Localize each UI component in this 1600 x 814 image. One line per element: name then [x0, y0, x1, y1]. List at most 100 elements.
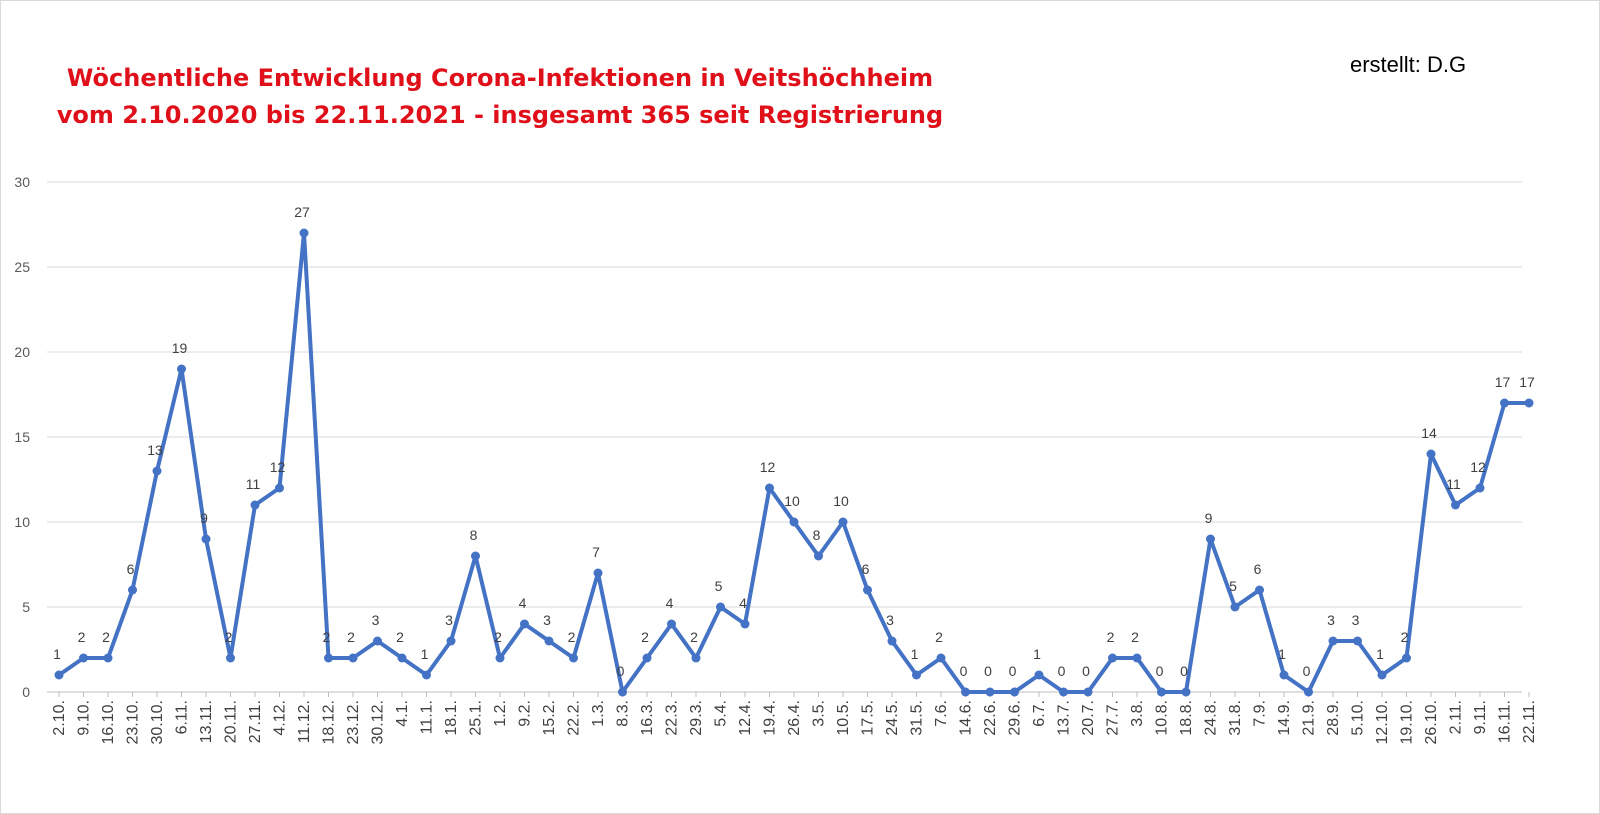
x-tick-label: 19.4. — [762, 700, 779, 736]
data-label: 2 — [1401, 629, 1409, 645]
x-tick-label: 29.6. — [1007, 700, 1024, 736]
data-label: 10 — [784, 493, 800, 509]
data-point — [471, 551, 480, 561]
data-label: 2 — [641, 629, 649, 645]
x-tick-label: 31.8. — [1227, 700, 1244, 736]
y-tick-label: 20 — [14, 344, 30, 360]
data-label: 1 — [53, 646, 61, 662]
x-tick-label: 15.2. — [541, 700, 558, 736]
x-tick-label: 9.2. — [517, 700, 534, 727]
data-label: 2 — [568, 629, 576, 645]
data-point — [1426, 449, 1436, 459]
data-point — [1083, 687, 1093, 697]
x-tick-label: 30.10. — [149, 700, 166, 744]
data-point — [152, 466, 162, 476]
x-tick-label: 30.12. — [370, 700, 387, 744]
data-label: 12 — [1470, 459, 1486, 475]
x-tick-label: 27.11. — [247, 700, 264, 743]
x-tick-label: 13.7. — [1056, 700, 1073, 736]
x-tick-label: 12.10. — [1374, 700, 1391, 744]
x-tick-label: 21.9. — [1301, 700, 1318, 736]
data-label: 13 — [147, 442, 163, 458]
data-point — [1034, 670, 1044, 680]
x-tick-label: 19.10. — [1399, 700, 1416, 744]
x-tick-label: 23.12. — [345, 700, 362, 744]
data-point — [740, 619, 750, 629]
data-label: 1 — [1376, 646, 1384, 662]
data-point — [446, 636, 456, 646]
data-label: 0 — [1009, 663, 1017, 679]
data-point — [618, 687, 627, 697]
x-tick-label: 22.11. — [1521, 700, 1538, 743]
data-label: 4 — [519, 595, 527, 611]
data-label: 0 — [1082, 663, 1090, 679]
chart-credit: erstellt: D.G — [1350, 52, 1467, 77]
data-label: 0 — [984, 663, 992, 679]
data-label: 6 — [862, 561, 870, 577]
data-point — [1108, 653, 1117, 663]
data-label: 5 — [715, 578, 723, 594]
data-label: 3 — [543, 612, 551, 628]
data-point — [250, 500, 260, 510]
x-tick-label: 24.8. — [1203, 700, 1220, 736]
data-point — [838, 517, 848, 527]
data-label: 11 — [246, 476, 261, 492]
x-tick-label: 10.8. — [1154, 700, 1171, 736]
x-tick-label: 7.6. — [933, 700, 950, 727]
x-tick-label: 7.9. — [1252, 700, 1269, 727]
y-tick-label: 30 — [14, 174, 30, 190]
data-label: 6 — [127, 561, 135, 577]
x-tick-label: 6.7. — [1031, 700, 1048, 727]
x-tick-label: 3.8. — [1129, 700, 1146, 727]
data-point — [814, 551, 823, 561]
x-tick-label: 16.3. — [639, 700, 656, 736]
data-point — [226, 653, 235, 663]
data-point — [1279, 670, 1289, 680]
data-label: 0 — [1180, 663, 1188, 679]
data-label: 3 — [1352, 612, 1360, 628]
data-label: 9 — [1205, 510, 1213, 526]
x-tick-label: 5.10. — [1350, 700, 1367, 736]
data-point — [1500, 398, 1509, 408]
data-point — [1328, 636, 1338, 646]
data-label: 12 — [270, 459, 286, 475]
data-point — [1230, 602, 1240, 612]
data-point — [79, 653, 88, 663]
data-point — [961, 687, 970, 697]
data-point — [299, 228, 309, 238]
x-tick-label: 29.3. — [688, 700, 705, 736]
x-tick-label: 9.11. — [1472, 700, 1489, 734]
data-point — [789, 517, 799, 527]
data-point — [422, 670, 431, 680]
data-point — [1475, 483, 1485, 493]
data-point — [1451, 500, 1460, 510]
data-point — [324, 653, 333, 663]
data-point — [1255, 585, 1264, 595]
x-tick-label: 4.1. — [394, 700, 411, 727]
data-point — [1157, 687, 1166, 697]
data-label: 1 — [1278, 646, 1286, 662]
x-tick-label: 22.2. — [566, 700, 583, 736]
x-tick-label: 1.3. — [590, 700, 607, 727]
data-label: 3 — [886, 612, 894, 628]
data-point — [1181, 687, 1191, 697]
chart-title: Wöchentliche Entwicklung Corona-Infektio… — [66, 64, 934, 92]
data-point — [569, 653, 578, 663]
data-point — [1010, 687, 1019, 697]
x-tick-label: 2.10. — [51, 700, 68, 736]
y-tick-label: 10 — [14, 514, 30, 530]
x-tick-label: 14.9. — [1276, 700, 1293, 736]
data-label: 0 — [1156, 663, 1164, 679]
y-tick-label: 25 — [14, 259, 30, 275]
x-tick-label: 28.9. — [1325, 700, 1342, 736]
chart-title-block: Wöchentliche Entwicklung Corona-Infektio… — [0, 60, 1000, 134]
data-point — [275, 483, 284, 493]
x-tick-label: 11.12. — [296, 700, 313, 743]
data-label: 7 — [592, 544, 600, 560]
x-tick-label: 18.1. — [443, 700, 460, 736]
data-point — [520, 619, 529, 629]
x-tick-label: 1.2. — [492, 700, 509, 727]
data-point — [348, 653, 358, 663]
data-label: 3 — [1327, 612, 1335, 628]
